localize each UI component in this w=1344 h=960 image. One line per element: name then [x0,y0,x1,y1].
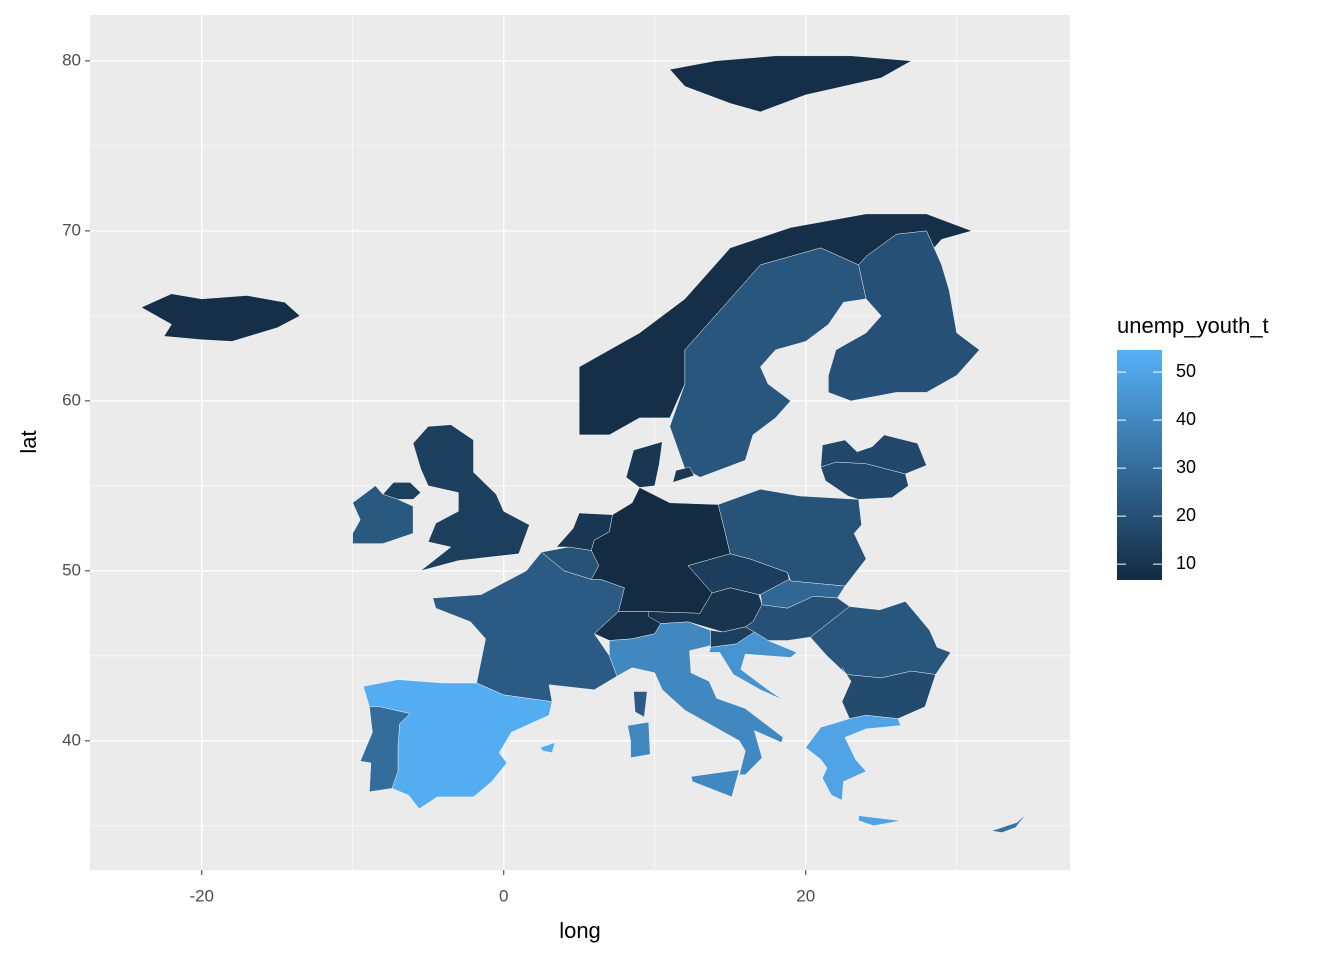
region [820,434,927,475]
region [805,715,902,827]
x-tick-label: 20 [796,886,815,905]
region [841,667,936,719]
x-tick-label: -20 [189,886,214,905]
y-tick-label: 40 [62,730,81,749]
regions [140,55,1027,833]
y-tick-label: 80 [62,50,81,69]
legend-label: 20 [1176,505,1196,525]
y-axis-title: lat [16,430,41,453]
region [625,441,695,488]
legend-label: 10 [1176,553,1196,573]
axes: -20 0 20 40 50 60 70 80 [62,50,815,905]
x-axis-title: long [559,918,601,943]
region [669,247,867,478]
x-tick-label: 0 [499,886,508,905]
y-tick-label: 60 [62,390,81,409]
region [360,706,411,793]
region [810,601,952,679]
region [708,631,798,701]
region [140,293,301,342]
legend-title: unemp_youth_t [1117,313,1269,338]
region [717,488,867,587]
colorbar [1117,350,1162,580]
legend-label: 40 [1176,409,1196,429]
y-tick-label: 50 [62,560,81,579]
legend-label: 30 [1176,457,1196,477]
legend-label: 50 [1176,361,1196,381]
region [352,485,414,544]
legend: 10 20 30 40 50 [1117,350,1196,580]
y-tick-label: 70 [62,220,81,239]
region [828,230,980,402]
panel-background [90,15,1070,870]
region [991,813,1027,833]
